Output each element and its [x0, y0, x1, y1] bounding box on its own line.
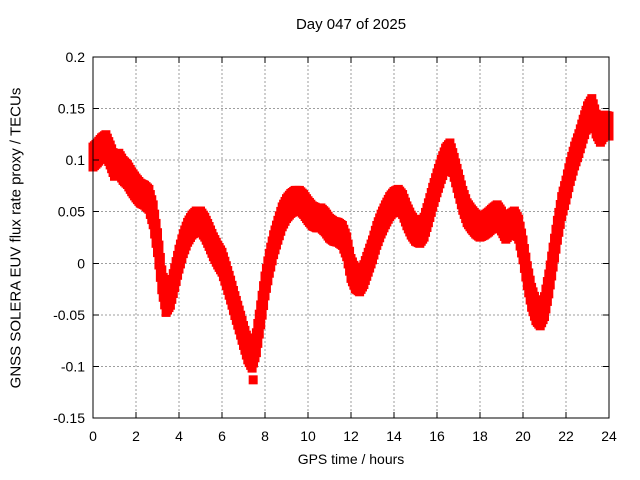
x-tick-label: 18: [472, 428, 488, 444]
x-tick-label: 12: [343, 428, 359, 444]
y-tick-label: 0.15: [58, 101, 85, 117]
y-tick-label: 0.05: [58, 204, 85, 220]
outlier-point: [248, 375, 258, 385]
tick-marks: [92, 56, 610, 419]
x-axis-label: GPS time / hours: [297, 451, 405, 467]
x-tick-label: 22: [558, 428, 574, 444]
x-tick-label: 0: [89, 428, 97, 444]
x-tick-labels: 0 2 4 6 8 10 12 14 16 18 20 22 24: [89, 428, 617, 444]
y-tick-labels: -0.15 -0.1 -0.05 0 0.05 0.1 0.15 0.2: [53, 49, 85, 426]
x-tick-label: 20: [515, 428, 531, 444]
y-tick-label: -0.1: [61, 358, 85, 374]
data-series-band: [88, 94, 614, 373]
y-tick-label: -0.15: [53, 410, 85, 426]
x-tick-label: 10: [300, 428, 316, 444]
x-tick-label: 16: [429, 428, 445, 444]
x-tick-label: 6: [218, 428, 226, 444]
x-tick-label: 4: [175, 428, 183, 444]
y-tick-label: 0: [77, 255, 85, 271]
y-tick-label: 0.2: [66, 49, 86, 65]
y-tick-label: 0.1: [66, 152, 86, 168]
x-tick-label: 2: [132, 428, 140, 444]
x-tick-label: 24: [601, 428, 617, 444]
chart-title: Day 047 of 2025: [295, 16, 407, 33]
x-tick-label: 8: [261, 428, 269, 444]
x-tick-label: 14: [386, 428, 402, 444]
y-tick-label: -0.05: [53, 307, 85, 323]
